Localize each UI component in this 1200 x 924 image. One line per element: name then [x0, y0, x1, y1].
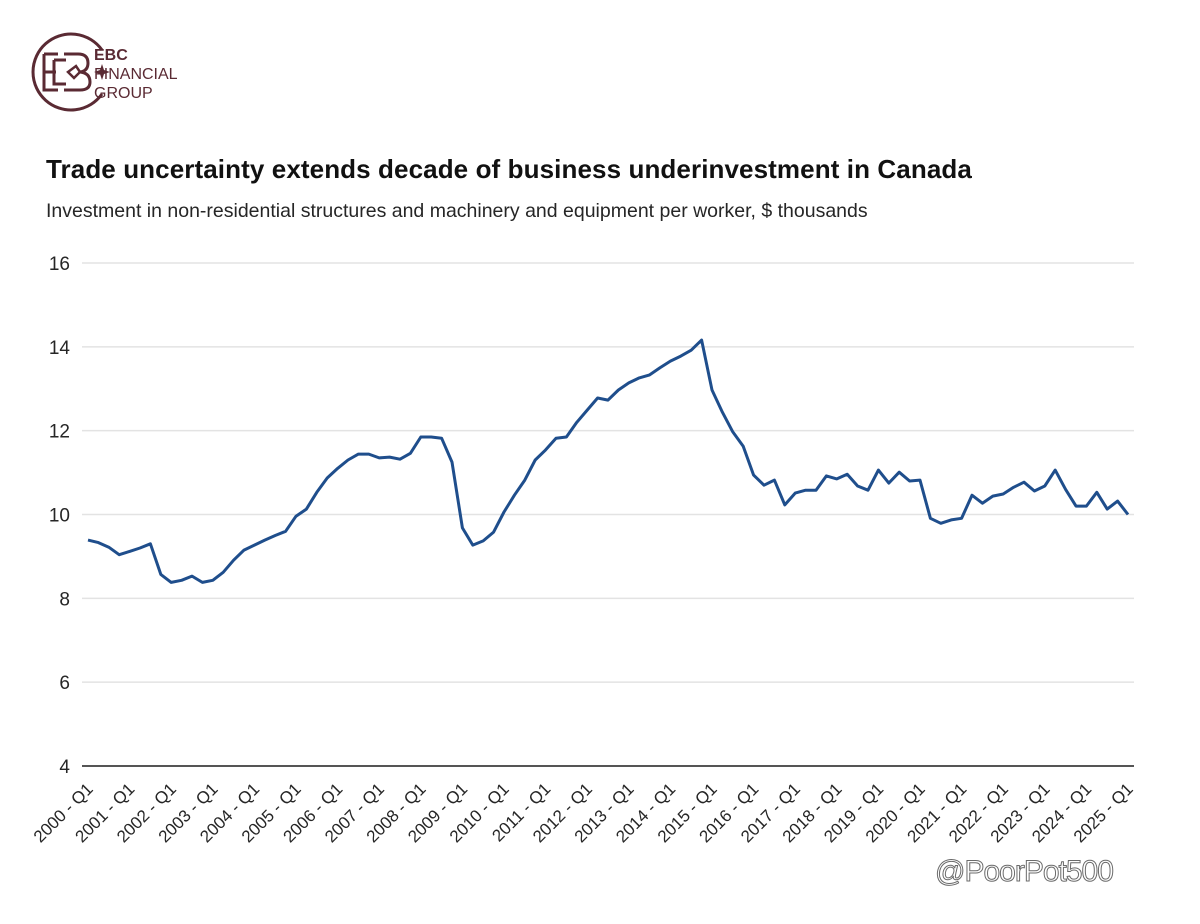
chart-subtitle: Investment in non-residential structures… [46, 200, 868, 222]
y-tick-label: 14 [49, 338, 71, 359]
brand-line-2: FINANCIAL [94, 66, 178, 83]
y-tick-label: 8 [59, 589, 70, 610]
brand-line-3: GROUP [94, 85, 153, 102]
gridlines [82, 262, 1134, 767]
y-tick-label: 4 [59, 757, 70, 778]
y-tick-label: 10 [49, 506, 70, 527]
watermark: @PoorPot500 [935, 855, 1115, 889]
y-tick-label: 6 [59, 673, 70, 694]
ebc-monogram-icon [31, 32, 110, 112]
chart-title: Trade uncertainty extends decade of busi… [46, 154, 972, 184]
y-axis-ticks: 4 6 8 10 12 14 16 [49, 254, 71, 778]
brand-line-1: EBC [94, 47, 128, 64]
series-group [87, 338, 1130, 584]
series-line [87, 338, 1130, 584]
y-tick-label: 16 [49, 254, 70, 275]
brand-name: EBC FINANCIAL GROUP [94, 46, 178, 103]
ebc-logo: EBC FINANCIAL GROUP [24, 32, 224, 112]
y-tick-label: 12 [49, 422, 70, 443]
